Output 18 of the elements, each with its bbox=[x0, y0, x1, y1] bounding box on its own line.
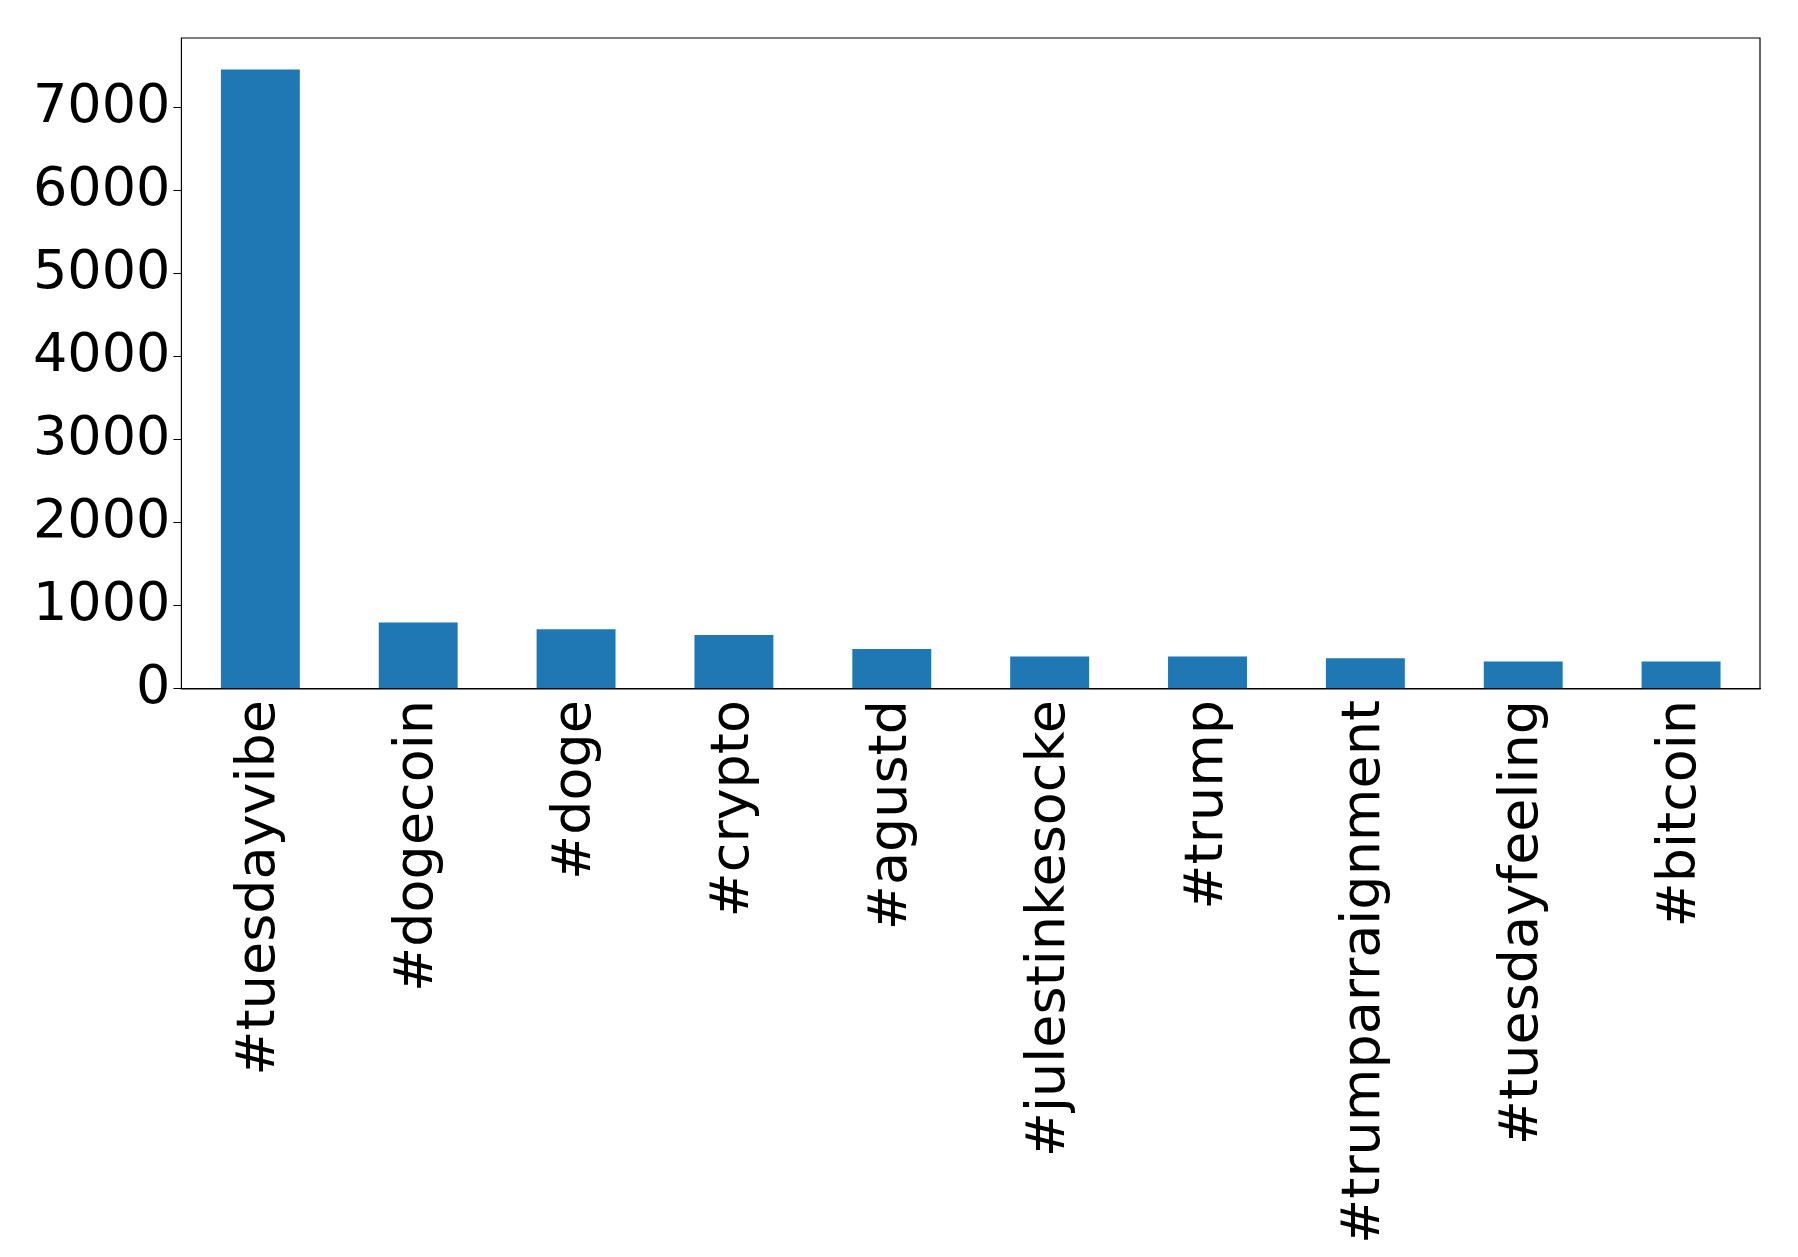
y-tick-label: 5000 bbox=[32, 237, 171, 301]
y-tick-label: 7000 bbox=[32, 71, 171, 135]
x-tick-label: #tuesdayvibe bbox=[224, 699, 288, 1076]
x-tick-label: #trump bbox=[1171, 699, 1235, 910]
x-tick-label: #trumparraignment bbox=[1329, 699, 1393, 1245]
y-tick-label: 6000 bbox=[32, 154, 171, 218]
x-tick-label: #dogecoin bbox=[382, 699, 446, 992]
y-tick-label: 4000 bbox=[32, 320, 171, 384]
y-tick-label: 0 bbox=[136, 652, 171, 716]
y-tick-label: 2000 bbox=[32, 486, 171, 550]
x-tick-label: #bitcoin bbox=[1645, 699, 1709, 928]
x-tick-label: #julestinkesocke bbox=[1013, 699, 1077, 1158]
x-tick-label: #agustd bbox=[855, 699, 919, 931]
x-tick-label: #crypto bbox=[697, 699, 761, 918]
y-tick-label: 1000 bbox=[32, 569, 171, 633]
x-tick-label: #tuesdayfeeling bbox=[1487, 699, 1551, 1146]
y-tick-label: 3000 bbox=[32, 403, 171, 467]
x-tick-label: #doge bbox=[540, 699, 604, 880]
